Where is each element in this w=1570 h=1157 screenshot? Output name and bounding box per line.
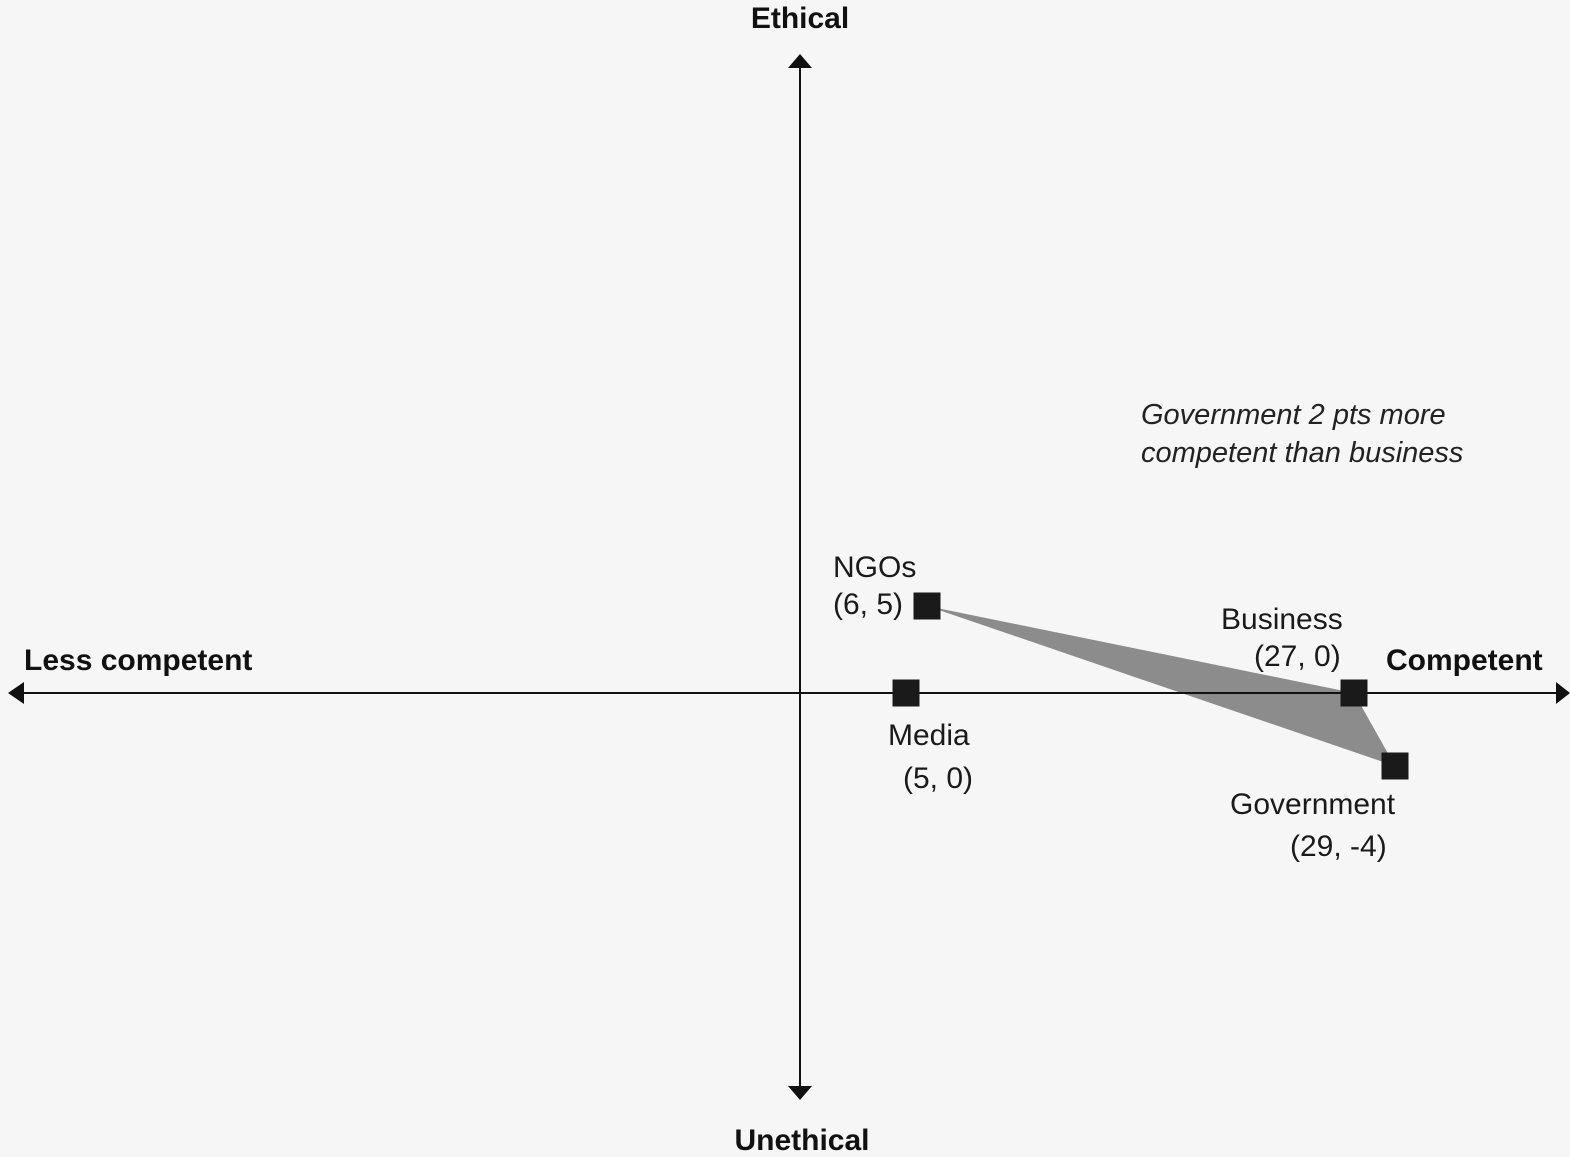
media-name-label: Media xyxy=(888,719,970,752)
government-coord-label: (29, -4) xyxy=(1290,830,1387,863)
point-labels: NGOs (6, 5) Media (5, 0) Business (27, 0… xyxy=(833,551,1396,863)
y-axis-negative-label: Unethical xyxy=(734,1124,869,1157)
x-axis-positive-label: Competent xyxy=(1386,644,1543,677)
y-axis-arrow-top xyxy=(788,54,812,68)
business-name-label: Business xyxy=(1221,603,1343,636)
axes xyxy=(8,54,1570,1100)
markers-layer xyxy=(892,592,1409,780)
x-axis-arrow-left xyxy=(8,682,24,704)
media-marker xyxy=(892,679,920,707)
business-coord-label: (27, 0) xyxy=(1254,640,1341,673)
ngos-name-label: NGOs xyxy=(833,551,916,584)
highlight-polygon-layer xyxy=(927,606,1395,766)
business-marker xyxy=(1340,679,1368,707)
y-axis-positive-label: Ethical xyxy=(751,2,849,35)
government-name-label: Government xyxy=(1230,788,1396,821)
government-marker xyxy=(1381,752,1409,780)
ngos-marker xyxy=(913,592,941,620)
highlight-polygon xyxy=(927,606,1395,766)
annotation-line-2: competent than business xyxy=(1141,437,1463,469)
ngos-coord-label: (6, 5) xyxy=(833,588,903,621)
annotation: Government 2 pts more competent than bus… xyxy=(1141,399,1463,469)
x-axis-negative-label: Less competent xyxy=(24,644,252,677)
x-axis-arrow-right xyxy=(1556,682,1570,704)
annotation-line-1: Government 2 pts more xyxy=(1141,399,1446,431)
y-axis-arrow-bottom xyxy=(788,1086,812,1100)
media-coord-label: (5, 0) xyxy=(903,762,973,795)
